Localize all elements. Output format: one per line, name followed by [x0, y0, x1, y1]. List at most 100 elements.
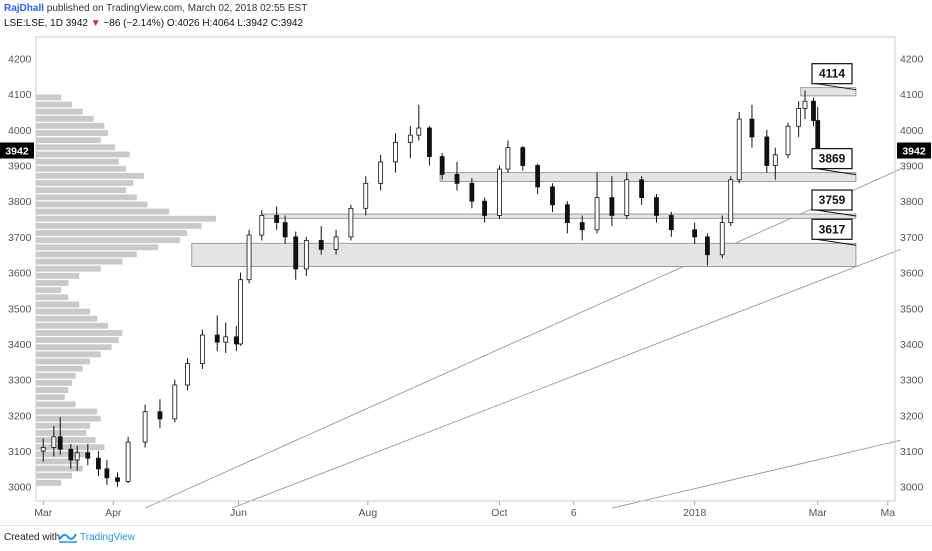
- candle-body: [104, 468, 110, 479]
- candle: [654, 194, 659, 223]
- candle: [238, 272, 243, 346]
- candle-body: [785, 125, 791, 156]
- tradingview-logo-icon[interactable]: [58, 530, 78, 544]
- created-with-label: Created with: [4, 532, 61, 543]
- candle: [594, 172, 600, 234]
- chart-header: RajDhall published on TradingView.com, M…: [4, 0, 924, 32]
- tradingview-brand[interactable]: TradingView: [80, 532, 136, 543]
- candle: [282, 215, 288, 245]
- candle: [318, 226, 324, 255]
- y-tick-right[interactable]: 4100: [900, 89, 924, 101]
- price-chart[interactable]: 3000 3100 3200 3300 3400 3500 3600 3700 3800 3900…: [0, 0, 932, 525]
- y-tick-right[interactable]: 3100: [900, 446, 924, 458]
- candle-body: [416, 127, 422, 136]
- volume-profile-bar: [36, 401, 76, 408]
- y-tick-right[interactable]: 3600: [900, 268, 924, 280]
- y-tick-right[interactable]: 3400: [900, 339, 924, 351]
- volume-profile-bar: [36, 287, 62, 294]
- y-tick-right[interactable]: 3800: [900, 196, 924, 208]
- zone-3617: [191, 242, 857, 267]
- x-tick-label[interactable]: Mar: [809, 507, 828, 519]
- candle-body: [764, 136, 770, 166]
- candle: [579, 215, 585, 241]
- x-tick-label[interactable]: Ma: [880, 507, 895, 519]
- volume-profile-bar: [36, 422, 90, 429]
- x-tick-label[interactable]: Aug: [359, 507, 378, 519]
- x-tick-label[interactable]: 2018: [683, 507, 707, 519]
- volume-profile-bar: [36, 358, 90, 365]
- candle-body: [51, 436, 57, 448]
- y-tick-right[interactable]: 3700: [900, 232, 924, 244]
- volume-profile-bar: [36, 130, 108, 136]
- candle-body: [259, 215, 265, 236]
- candle: [749, 104, 755, 148]
- zone-3869: [439, 172, 857, 182]
- volume-profile-bar: [36, 215, 216, 222]
- volume-profile-bar: [36, 380, 72, 386]
- candle: [68, 443, 74, 469]
- candle-body: [333, 236, 339, 250]
- candle-body: [427, 127, 432, 157]
- y-tick-right[interactable]: 3500: [900, 303, 924, 315]
- candle: [214, 315, 220, 352]
- volume-profile-bar: [36, 472, 72, 479]
- volume-profile-bar: [36, 144, 116, 151]
- y-tick-right[interactable]: 3000: [900, 482, 924, 494]
- candle-body: [692, 229, 698, 238]
- volume-profile-bar: [36, 101, 72, 108]
- candle-body: [185, 363, 190, 386]
- down-arrow-icon: ▼: [90, 18, 101, 29]
- volume-profile-bar: [36, 330, 123, 336]
- candle-body: [594, 197, 600, 231]
- candle-body: [811, 100, 816, 121]
- publish-line: RajDhall published on TradingView.com, M…: [4, 3, 307, 14]
- candle: [303, 236, 309, 277]
- right-price-axis[interactable]: 3000 3100 3200 3300 3400 3500 3600 3700 3800 3900…: [900, 53, 924, 493]
- volume-profile: [36, 94, 216, 486]
- x-tick-label[interactable]: Apr: [105, 507, 122, 519]
- candle-body: [520, 147, 526, 166]
- y-tick-right[interactable]: 3300: [900, 375, 924, 387]
- volume-profile-bar: [36, 230, 188, 236]
- candle: [246, 229, 252, 284]
- candle: [393, 133, 398, 173]
- candle-body: [68, 448, 74, 461]
- x-tick-label[interactable]: 6: [571, 507, 577, 519]
- time-axis[interactable]: Mar Apr Jun Aug Oct 6 2018 Mar Ma: [34, 501, 895, 519]
- callout-3617: 3617: [811, 218, 857, 246]
- callout-pointer: [815, 83, 857, 91]
- author-link[interactable]: RajDhall: [4, 3, 45, 14]
- last-price-tags: 3942 3942: [0, 142, 931, 159]
- volume-profile-bar: [36, 315, 98, 322]
- candle: [469, 177, 475, 209]
- candle-body: [469, 182, 475, 202]
- x-tick-label[interactable]: Jun: [230, 507, 247, 519]
- volume-profile-bar: [36, 151, 130, 158]
- x-tick-label[interactable]: Mar: [34, 507, 53, 519]
- candle: [125, 436, 131, 484]
- volume-profile-bar: [36, 237, 180, 244]
- candle-body: [318, 240, 324, 250]
- candle: [378, 154, 384, 191]
- volume-profile-bar: [36, 222, 202, 229]
- volume-profile-bar: [36, 308, 90, 315]
- x-tick-label[interactable]: Oct: [491, 507, 507, 519]
- candle-body: [157, 411, 163, 420]
- volume-profile-bar: [36, 465, 83, 472]
- candle: [57, 417, 63, 455]
- volume-profile-bar: [36, 115, 94, 122]
- volume-profile-bar: [36, 208, 170, 215]
- candle-body: [223, 336, 229, 343]
- candle-body: [199, 334, 205, 364]
- candle-body: [550, 186, 555, 206]
- candle-body: [482, 200, 487, 216]
- y-tick-right[interactable]: 3900: [900, 160, 924, 172]
- y-tick-right[interactable]: 3200: [900, 410, 924, 422]
- y-tick-left: 3500: [8, 303, 32, 315]
- candle: [728, 176, 734, 227]
- y-tick-right[interactable]: 4000: [900, 125, 924, 137]
- y-tick-right[interactable]: 4200: [900, 53, 924, 65]
- volume-profile-bar: [36, 108, 83, 115]
- candle: [199, 329, 205, 369]
- candle: [74, 445, 80, 471]
